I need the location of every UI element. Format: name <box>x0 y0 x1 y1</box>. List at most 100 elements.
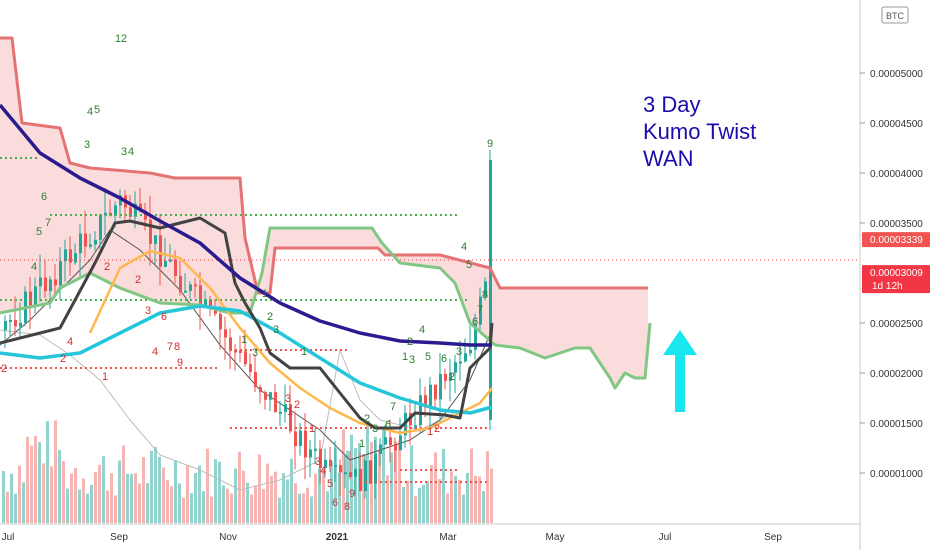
candle-body <box>339 465 342 473</box>
x-tick-label: Mar <box>439 532 457 543</box>
volume-bar <box>482 491 485 523</box>
kumo-span-a-line <box>0 226 652 390</box>
candle-body <box>449 372 452 381</box>
volume-bar <box>94 472 97 523</box>
volume-bar <box>206 448 209 523</box>
candle-body <box>134 203 137 217</box>
volume-bar <box>14 493 17 523</box>
td-count-label: 7 <box>477 304 483 316</box>
volume-bar <box>382 429 385 523</box>
volume-bar <box>78 489 81 523</box>
volume-bar <box>194 472 197 523</box>
volume-bar <box>366 424 369 523</box>
td-count-label: 3 <box>315 456 321 468</box>
candle-body <box>14 320 17 327</box>
td-count-label: 7 <box>390 401 396 413</box>
td-count-label: 2 <box>121 33 127 45</box>
y-tick-label: 0.00001000 <box>870 469 923 480</box>
volume-bar <box>250 494 253 523</box>
candle-body <box>459 361 462 364</box>
volume-bar <box>126 473 129 523</box>
volume-bar <box>114 495 117 523</box>
candle-body <box>319 448 322 469</box>
volume-bar <box>174 460 177 523</box>
fast-ma-line <box>88 249 493 435</box>
td-count-label: 3 <box>145 305 151 317</box>
candle-body <box>244 351 247 365</box>
volume-bar <box>298 493 301 523</box>
volume-bar <box>2 471 5 523</box>
volume-bar <box>402 486 405 523</box>
candle-body <box>209 299 212 308</box>
volume-bar <box>150 450 153 523</box>
td-count-label: 1 <box>301 346 307 358</box>
volume-bar <box>270 475 273 523</box>
x-tick-label: Jul <box>2 532 15 543</box>
candle-body <box>284 404 287 412</box>
volume-bar <box>474 475 477 523</box>
candle-body <box>474 324 477 350</box>
volume-bar <box>262 488 265 523</box>
candle-body <box>454 362 457 373</box>
candle-body <box>194 284 197 287</box>
candle-body <box>119 195 122 206</box>
candle-body <box>314 448 317 451</box>
x-tick-label: 2021 <box>326 532 349 543</box>
td-count-label: 4 <box>87 106 93 118</box>
volume-bar <box>266 463 269 523</box>
volume-bar <box>466 472 469 523</box>
slow-ma-line <box>0 103 492 347</box>
td-count-label: 2 <box>434 423 440 435</box>
volume-bar <box>446 493 449 523</box>
candle-body <box>264 392 267 400</box>
y-tick-label: 0.00002000 <box>870 369 923 380</box>
volume-bar <box>214 459 217 523</box>
volume-bar <box>130 473 133 523</box>
candle-body <box>374 453 377 484</box>
candle-body <box>174 259 177 276</box>
volume-bar <box>38 442 41 523</box>
td-count-label: 2 <box>294 399 300 411</box>
volume-bar <box>66 488 69 523</box>
price-label-text: 0.00003009 <box>870 268 923 279</box>
candle-body <box>49 279 52 292</box>
volume-bar <box>278 497 281 523</box>
candle-body <box>289 404 292 432</box>
td-count-label: 4 <box>152 346 158 358</box>
candle-body <box>324 459 327 469</box>
candle-body <box>329 459 332 467</box>
td-count-label: 5 <box>36 226 42 238</box>
annotation-line: WAN <box>643 146 694 171</box>
volume-bar <box>390 452 393 523</box>
volume-bar <box>18 465 21 523</box>
td-count-label: 8 <box>174 341 180 353</box>
volume-bar <box>378 450 381 523</box>
volume-bar <box>462 494 465 523</box>
candle-body <box>484 281 487 297</box>
candle-body <box>424 395 427 408</box>
td-count-label: 8 <box>344 501 350 513</box>
candle-body <box>369 460 372 484</box>
volume-bar <box>50 466 53 523</box>
candle-body <box>164 260 167 267</box>
volume-bar <box>338 472 341 523</box>
td-count-label: 6 <box>41 191 47 203</box>
td-count-label: 3 <box>252 347 258 359</box>
candle-body <box>189 284 192 291</box>
volume-bar <box>326 491 329 523</box>
candle-body <box>444 373 447 381</box>
td-count-label: 6 <box>385 419 391 431</box>
volume-bar <box>146 483 149 523</box>
candle-body <box>394 445 397 451</box>
candle-body <box>159 235 162 267</box>
td-count-label: 2 <box>135 274 141 286</box>
td-count-label: 3 <box>285 393 291 405</box>
td-count-label: 2 <box>267 311 273 323</box>
td-count-label: 6 <box>332 497 338 509</box>
volume-bar <box>418 487 421 523</box>
volume-bar <box>98 464 101 523</box>
volume-bar <box>306 487 309 523</box>
